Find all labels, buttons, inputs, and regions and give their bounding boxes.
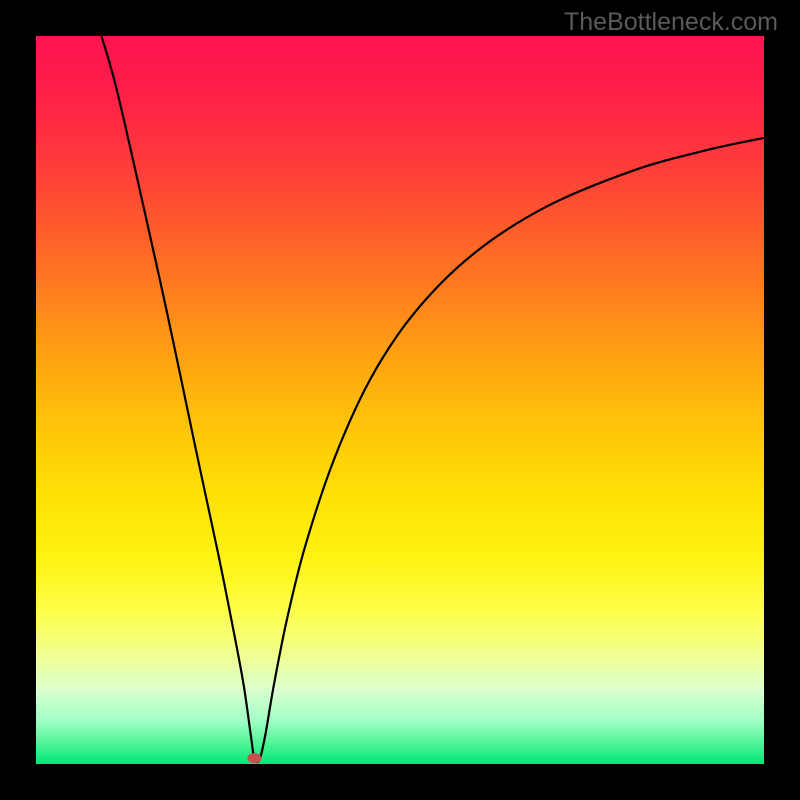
plot-area — [36, 36, 764, 764]
min-marker — [247, 753, 261, 763]
chart-frame: TheBottleneck.com — [0, 0, 800, 800]
bottleneck-curve — [36, 36, 764, 764]
watermark-text: TheBottleneck.com — [564, 8, 778, 37]
curve-path — [102, 36, 764, 762]
